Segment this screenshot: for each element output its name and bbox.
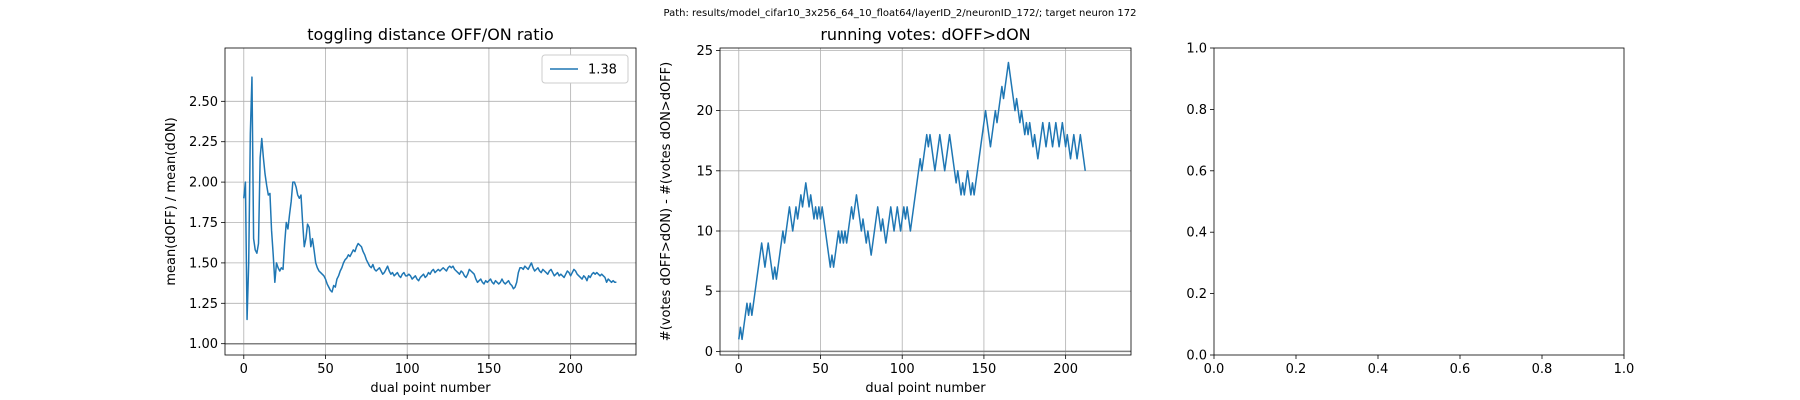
ratio-xtick-label-4: 200 — [558, 362, 583, 377]
ratio-xtick-label-3: 150 — [477, 362, 502, 377]
ratio-ytick-label-6: 2.50 — [189, 95, 218, 110]
figure-suptitle: Path: results/model_cifar10_3x256_64_10_… — [664, 8, 1137, 19]
chart-panel-votes: 0 50 100 150 200 0 5 10 15 20 25 running votes: dOF… — [659, 25, 1132, 396]
chart-panel-empty: 0.0 0.2 0.4 0.6 0.8 1.0 0.0 0.2 0.4 0.6 0.8 1.0 — [1186, 42, 1634, 378]
ratio-ytick-label-5: 2.25 — [189, 135, 218, 150]
ratio-xtick-label-2: 100 — [395, 362, 420, 377]
votes-xtick-label-4: 200 — [1053, 362, 1078, 377]
ratio-y-axis-label: mean(dOFF) / mean(dON) — [164, 117, 179, 285]
empty-xtick-label-2: 0.4 — [1368, 362, 1389, 377]
ratio-ytick-label-2: 1.50 — [189, 256, 218, 271]
votes-ytick-label-2: 10 — [696, 224, 713, 239]
ratio-legend-label-0: 1.38 — [588, 63, 617, 78]
votes-y-axis-label: #(votes dOFF>dON) - #(votes dON>dOFF) — [659, 62, 674, 341]
votes-ytick-label-3: 15 — [696, 164, 713, 179]
empty-ytick-label-4: 0.8 — [1186, 103, 1207, 118]
empty-ytick-label-3: 0.6 — [1186, 164, 1207, 179]
empty-ytick-label-5: 1.0 — [1186, 42, 1207, 57]
votes-chart-title: running votes: dOFF>dON — [820, 25, 1030, 44]
empty-xtick-label-5: 1.0 — [1614, 362, 1635, 377]
votes-ytick-label-0: 0 — [705, 345, 713, 360]
ratio-ytick-label-4: 2.00 — [189, 176, 218, 191]
ratio-legend-box — [541, 54, 629, 84]
ratio-x-axis-label: dual point number — [370, 381, 491, 396]
votes-xtick-label-1: 50 — [812, 362, 829, 377]
ratio-xtick-label-0: 0 — [240, 362, 248, 377]
ratio-xtick-label-1: 50 — [317, 362, 334, 377]
empty-ytick-label-0: 0.0 — [1186, 349, 1207, 364]
votes-xtick-label-0: 0 — [735, 362, 743, 377]
chart-panel-ratio: 0 50 100 150 200 1.00 1.25 1.50 1.75 2.00 2.25 2.50… — [164, 25, 637, 396]
ratio-series-line-0 — [243, 76, 617, 321]
votes-ytick-label-1: 5 — [705, 285, 713, 300]
ratio-ytick-label-1: 1.25 — [189, 297, 218, 312]
empty-xtick-label-0: 0.0 — [1204, 362, 1225, 377]
empty-ytick-label-2: 0.4 — [1186, 226, 1207, 241]
votes-ytick-label-5: 25 — [696, 44, 713, 59]
ratio-chart-title: toggling distance OFF/ON ratio — [307, 25, 553, 44]
empty-axes-frame — [1213, 47, 1625, 356]
empty-xtick-label-3: 0.6 — [1450, 362, 1471, 377]
empty-xtick-label-4: 0.8 — [1532, 362, 1553, 377]
votes-xtick-label-3: 150 — [972, 362, 997, 377]
empty-xtick-label-1: 0.2 — [1286, 362, 1307, 377]
votes-axes-frame — [719, 47, 1132, 356]
votes-ytick-label-4: 20 — [696, 104, 713, 119]
ratio-ytick-label-3: 1.75 — [189, 216, 218, 231]
ratio-axes-frame — [224, 47, 637, 356]
votes-xtick-label-2: 100 — [890, 362, 915, 377]
empty-ytick-label-1: 0.2 — [1186, 287, 1207, 302]
votes-x-axis-label: dual point number — [865, 381, 986, 396]
votes-series-line-0 — [738, 61, 1086, 341]
ratio-ytick-label-0: 1.00 — [189, 337, 218, 352]
